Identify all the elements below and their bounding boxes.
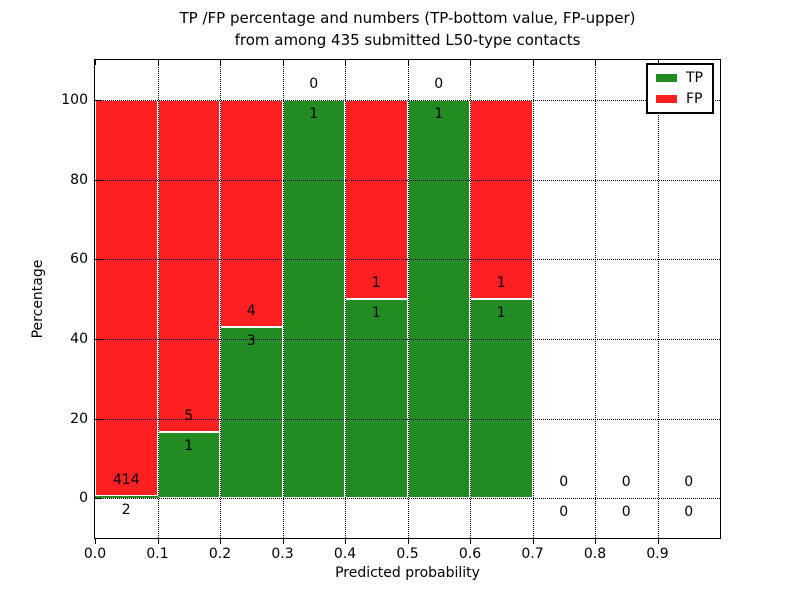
legend-label: FP	[686, 91, 703, 107]
tp-count-label: 0	[684, 504, 694, 521]
tp-count-label: 2	[121, 502, 131, 519]
y-tick	[95, 99, 101, 101]
x-tick-label: 0.1	[146, 546, 169, 562]
x-tick	[95, 538, 96, 544]
x-tick	[220, 538, 221, 544]
x-tick-top	[282, 60, 284, 65]
bar-segment-tp	[95, 496, 158, 499]
x-tick	[157, 538, 159, 544]
plot-area: 414 2 5 1 4 3 0 1 1 1 0 1 1 1 0 0 0 0 0 0	[94, 59, 721, 539]
chart-title: TP /FP percentage and numbers (TP-bottom…	[94, 7, 721, 51]
bar-segment-fp	[95, 99, 158, 497]
x-tick-top	[470, 60, 471, 65]
fp-count-label: 5	[184, 407, 194, 424]
fp-count-label: 0	[559, 474, 569, 491]
x-tick-top	[220, 60, 221, 65]
y-tick-label: 40	[70, 330, 88, 347]
x-tick-label: 0.6	[458, 546, 482, 562]
y-tick-label: 20	[70, 410, 88, 427]
fp-count-label: 0	[621, 474, 631, 491]
y-tick	[95, 338, 101, 340]
x-tick	[282, 538, 284, 544]
x-tick-top	[595, 60, 596, 65]
tp-count-label: 1	[496, 305, 506, 321]
bar-segment-tp	[220, 327, 283, 499]
y-tick-label: 0	[79, 490, 88, 507]
bar-segment-fp	[220, 99, 283, 328]
y-tick-label: 60	[70, 251, 88, 268]
tp-count-label: 1	[434, 105, 444, 122]
bar-segment-tp	[470, 299, 533, 499]
gridline-x	[282, 60, 284, 538]
x-tick	[407, 538, 409, 544]
chart-title-line2: from among 435 submitted L50-type contac…	[234, 31, 581, 49]
gridline-x	[657, 60, 659, 538]
x-tick-top	[532, 60, 534, 65]
x-tick-label: 0.9	[646, 546, 669, 562]
y-tick-label: 100	[61, 91, 88, 108]
gridline-x	[345, 60, 346, 538]
tp-count-label: 3	[246, 333, 256, 350]
gridline-x	[157, 60, 159, 538]
legend-label: TP	[686, 70, 703, 86]
y-tick	[95, 179, 101, 181]
fp-count-label: 0	[684, 474, 694, 491]
fp-count-label: 1	[371, 275, 381, 291]
x-tick-top	[407, 60, 409, 65]
legend-entry: FP	[656, 92, 704, 106]
x-tick-label: 0.5	[396, 546, 419, 562]
x-tick-label: 0.0	[83, 546, 107, 562]
tp-count-label: 1	[309, 105, 319, 122]
tp-count-label: 0	[621, 504, 631, 521]
gridline-x	[470, 60, 471, 538]
x-tick	[595, 538, 596, 544]
x-tick	[470, 538, 471, 544]
x-tick	[345, 538, 346, 544]
chart-title-line1: TP /FP percentage and numbers (TP-bottom…	[179, 9, 636, 27]
tp-legend-swatch-icon	[656, 74, 677, 82]
gridline-x	[220, 60, 221, 538]
y-tick	[95, 498, 101, 500]
bar-segment-fp	[157, 99, 220, 432]
x-axis-label: Predicted probability	[335, 565, 480, 581]
x-tick-label: 0.7	[521, 546, 544, 562]
x-tick-label: 0.2	[208, 546, 232, 562]
fp-count-label: 0	[434, 75, 444, 92]
x-tick	[657, 538, 659, 544]
fp-count-label: 1	[496, 275, 506, 291]
gridline-x	[532, 60, 534, 538]
x-tick-top	[345, 60, 346, 65]
fp-count-label: 0	[309, 75, 319, 92]
fp-count-label: 414	[112, 472, 140, 489]
fp-legend-swatch-icon	[656, 95, 677, 103]
bar-segment-fp	[470, 99, 533, 299]
x-tick-top	[657, 60, 659, 65]
gridline-x	[595, 60, 596, 538]
bar-segment-tp	[282, 99, 345, 499]
x-tick	[532, 538, 534, 544]
x-tick-top	[157, 60, 159, 65]
legend-entry: TP	[656, 71, 704, 85]
tp-count-label: 1	[184, 437, 194, 454]
legend-box: TP FP	[646, 63, 714, 114]
x-tick-label: 0.8	[583, 546, 607, 562]
bar-segment-tp	[345, 299, 408, 499]
x-tick-label: 0.3	[271, 546, 294, 562]
y-axis-label: Percentage	[30, 259, 46, 339]
y-tick-label: 80	[70, 171, 88, 188]
y-tick	[95, 418, 101, 420]
fp-count-label: 4	[246, 303, 256, 320]
bar-segment-tp	[407, 99, 470, 499]
bar-segment-fp	[345, 99, 408, 299]
tp-count-label: 0	[559, 504, 569, 521]
tp-count-label: 1	[371, 305, 381, 321]
plot-inner: 414 2 5 1 4 3 0 1 1 1 0 1 1 1 0 0 0 0 0 0	[95, 60, 720, 538]
x-tick-label: 0.4	[333, 546, 357, 562]
y-tick	[95, 259, 101, 261]
gridline-x	[407, 60, 409, 538]
x-tick-top	[95, 60, 96, 65]
